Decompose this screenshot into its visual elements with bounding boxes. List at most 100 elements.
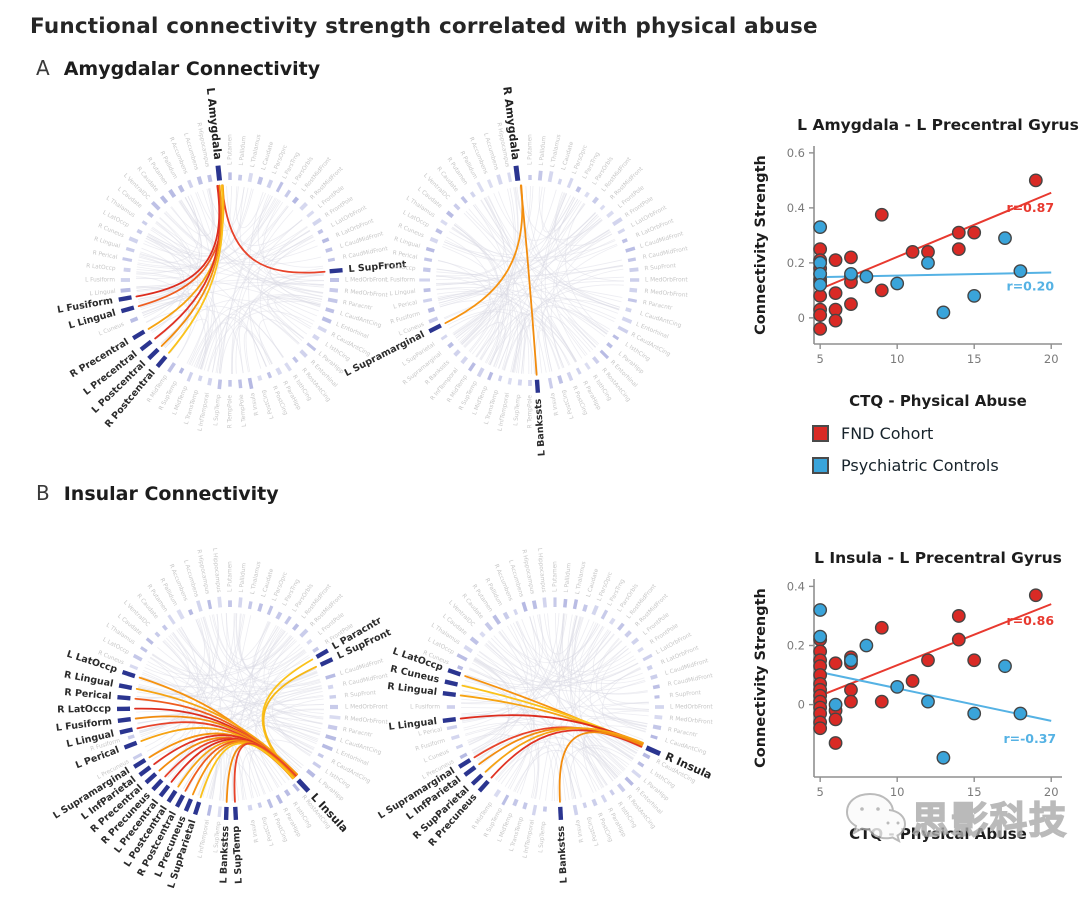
highlight-tick (186, 799, 191, 811)
panel-a-header: A Amygdalar Connectivity (36, 56, 320, 80)
ring-tick (618, 327, 627, 332)
ring-tick (322, 745, 332, 749)
region-label-faint: R Perical (392, 250, 418, 261)
region-label-faint: L InfTemporal (197, 819, 211, 859)
ring-tick (152, 202, 159, 209)
ring-tick (607, 212, 613, 217)
scatter-point (829, 287, 841, 299)
region-label-faint: L Putamen (228, 134, 234, 165)
scatter-point (876, 209, 888, 221)
ring-tick (268, 606, 272, 615)
ring-tick (611, 619, 614, 624)
ring-tick (638, 763, 643, 767)
ring-tick (613, 219, 621, 225)
highlight-tick (195, 802, 199, 814)
ring-tick (313, 336, 318, 340)
highlight-tick (321, 659, 333, 664)
region-label-faint: R Insula (250, 819, 260, 843)
highlight-tick (560, 807, 561, 820)
ring-tick (128, 736, 134, 738)
region-label-faint: L Caudate (561, 141, 575, 171)
ring-tick (520, 380, 521, 386)
ring-tick (441, 336, 446, 340)
highlight-tick (448, 670, 460, 674)
ring-tick (622, 240, 627, 242)
ring-tick (540, 171, 541, 181)
ring-tick (219, 807, 220, 817)
ring-tick (147, 639, 153, 644)
ring-tick (208, 805, 210, 815)
highlight-tick (123, 672, 135, 676)
scatter-point (953, 610, 965, 622)
ring-tick (293, 198, 297, 203)
region-label-faint: L Cuneus (98, 322, 125, 338)
ring-tick (618, 784, 624, 791)
ring-tick (441, 221, 447, 225)
ring-tick (209, 175, 210, 182)
region-label-faint: L Pallidum (564, 562, 573, 592)
ring-tick (653, 727, 661, 729)
ring-tick (250, 601, 251, 608)
ring-tick (478, 182, 483, 191)
ring-tick (577, 368, 580, 374)
chart-text: L Amygdala - L Precentral Gyrus (797, 116, 1079, 134)
region-label-faint: L Putamen (528, 134, 534, 165)
ring-tick (628, 259, 636, 261)
scatter-point (922, 257, 934, 269)
highlight-tick (317, 651, 328, 658)
ring-tick (156, 633, 160, 637)
ring-tick (328, 686, 333, 687)
ring-tick (618, 624, 623, 630)
region-label-faint: L Hippocampus (536, 548, 546, 593)
ring-tick (330, 717, 341, 718)
ring-tick (471, 638, 478, 643)
ring-tick (423, 269, 430, 270)
ring-tick (458, 667, 463, 669)
ring-tick (277, 368, 280, 374)
ring-tick (133, 754, 141, 758)
chart-text: r=-0.37 (1003, 731, 1056, 746)
highlight-tick (443, 693, 456, 695)
ring-tick (584, 605, 586, 612)
ring-tick (626, 778, 633, 785)
ring-tick (429, 318, 438, 322)
region-label-faint: R SupFront (644, 263, 677, 272)
scatter-point (860, 270, 872, 282)
ring-tick (209, 378, 210, 385)
scatter-point (829, 254, 841, 266)
ring-tick (307, 343, 315, 350)
highlight-tick (235, 807, 236, 820)
ring-tick (638, 648, 643, 651)
highlight-tick (125, 743, 137, 748)
ring-tick (436, 230, 442, 233)
ring-tick (259, 803, 260, 808)
region-label-faint: R Paracntr (642, 300, 673, 312)
highlight-tick (160, 786, 168, 796)
highlight-tick (218, 166, 220, 181)
chart-text: r=0.86 (1007, 613, 1055, 628)
highlight-tick (120, 729, 133, 732)
ring-tick (486, 623, 491, 630)
region-label-faint: L Lingual (389, 289, 416, 298)
panel-b-tag: B (36, 481, 50, 505)
ring-tick (330, 697, 336, 698)
chart-text: 0 (798, 311, 805, 325)
ring-tick (628, 300, 637, 302)
chart-text: 5 (816, 352, 823, 366)
ring-tick (141, 647, 147, 651)
ring-tick (259, 177, 261, 184)
scatter-point (968, 707, 980, 719)
ring-tick (130, 666, 138, 669)
ring-tick (250, 805, 251, 810)
scatter-point (922, 695, 934, 707)
ring-tick (180, 368, 183, 373)
region-label: R LatOccp (57, 704, 111, 716)
chart-text: r=0.87 (1007, 200, 1054, 215)
ring-tick (498, 175, 501, 185)
highlight-tick (445, 682, 458, 685)
panel-b-header: B Insular Connectivity (36, 481, 279, 505)
scatter-point (922, 654, 934, 666)
region-label-faint: R Insula (250, 392, 260, 416)
ring-tick (618, 230, 624, 233)
ring-tick (286, 363, 291, 370)
